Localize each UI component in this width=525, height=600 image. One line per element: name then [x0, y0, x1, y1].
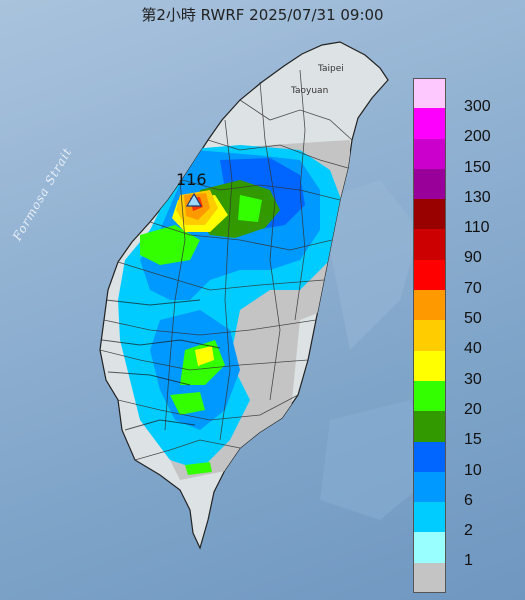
legend-swatch — [413, 259, 446, 291]
color-legend: 300 200 150 130 110 90 70 50 40 30 20 15… — [413, 78, 523, 594]
legend-row: 300 — [413, 78, 523, 115]
legend-row: 15 — [413, 411, 523, 448]
legend-row: 110 — [413, 199, 523, 236]
triangle-icon — [185, 192, 203, 207]
legend-row: 150 — [413, 138, 523, 176]
legend-label: 10 — [464, 461, 482, 479]
legend-label: 50 — [464, 310, 482, 328]
legend-row: 30 — [413, 350, 523, 388]
legend-swatch — [413, 108, 446, 139]
legend-swatch — [413, 532, 446, 563]
legend-row: 10 — [413, 441, 523, 479]
legend-swatch — [413, 411, 446, 442]
legend-swatch — [413, 229, 446, 260]
legend-row: 2 — [413, 502, 523, 539]
legend-row: 50 — [413, 290, 523, 327]
legend-row: 20 — [413, 380, 523, 418]
legend-swatch — [413, 290, 446, 321]
sea-texture — [320, 180, 420, 350]
legend-label: 150 — [464, 158, 491, 176]
legend-label: 90 — [464, 249, 482, 267]
rain-20mm-area — [170, 392, 205, 415]
legend-label: 1 — [464, 552, 473, 570]
legend-row: 200 — [413, 108, 523, 145]
map-title: 第2小時 RWRF 2025/07/31 09:00 — [141, 6, 384, 24]
legend-swatch — [413, 441, 446, 472]
legend-swatch — [413, 502, 446, 533]
legend-label: 110 — [464, 219, 490, 237]
admin-boundaries — [99, 69, 353, 461]
legend-swatch — [413, 199, 446, 230]
legend-row: 40 — [413, 320, 523, 357]
legend-label: 40 — [464, 340, 482, 358]
city-label-taoyuan: Taoyuan — [291, 86, 329, 96]
legend-label: 130 — [464, 188, 491, 206]
legend-swatch — [413, 471, 446, 503]
legend-swatch — [413, 380, 446, 412]
legend-swatch — [413, 350, 446, 381]
rain-20mm-area — [185, 462, 212, 475]
legend-row: 90 — [413, 229, 523, 266]
legend-row: 6 — [413, 471, 523, 509]
legend-row — [413, 562, 523, 594]
legend-swatch — [413, 320, 446, 351]
legend-row: 1 — [413, 532, 523, 569]
legend-label: 15 — [464, 431, 482, 449]
legend-swatch — [413, 138, 446, 169]
legend-swatch — [413, 78, 446, 109]
legend-swatch — [413, 168, 446, 200]
legend-label: 200 — [464, 128, 491, 146]
legend-label: 2 — [464, 522, 473, 540]
peak-value-label: 116 — [176, 170, 207, 189]
rivers — [101, 299, 221, 431]
rain-20mm-area — [140, 225, 200, 265]
legend-label: 300 — [464, 98, 491, 115]
legend-label: 6 — [464, 491, 473, 509]
legend-label: 30 — [464, 370, 482, 388]
legend-row: 130 — [413, 168, 523, 206]
rainfall-overlay — [118, 140, 350, 480]
legend-label: 70 — [464, 279, 482, 297]
legend-label: 20 — [464, 400, 482, 418]
legend-row: 70 — [413, 259, 523, 297]
rain-30mm-area — [195, 346, 214, 366]
sea-texture — [320, 400, 440, 520]
rain-20mm-area — [238, 195, 262, 222]
city-label-taipei: Taipei — [318, 64, 344, 74]
legend-swatch — [413, 562, 446, 594]
